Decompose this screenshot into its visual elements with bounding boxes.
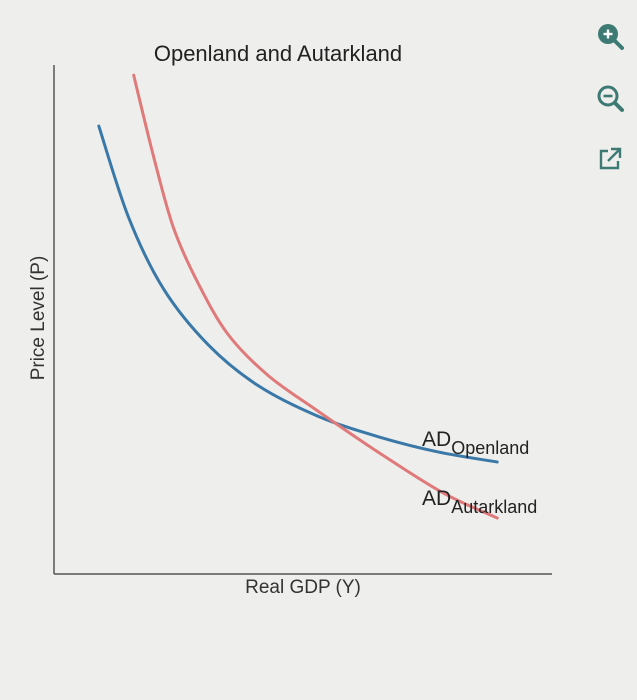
zoom-in-button[interactable] xyxy=(592,18,628,54)
ad-openland-curve xyxy=(97,124,499,464)
ad-autarkland-label: ADAutarkland xyxy=(422,487,537,517)
chart-title: Openland and Autarkland xyxy=(154,41,402,66)
ad-openland-label: ADOpenland xyxy=(422,428,529,458)
popout-button[interactable] xyxy=(592,141,628,177)
zoom-out-button[interactable] xyxy=(592,80,628,116)
ad-autarkland-label-subscript: Autarkland xyxy=(451,497,537,517)
ad-autarkland-curve xyxy=(132,73,499,520)
zoom-out-icon xyxy=(597,85,624,112)
external-link-icon xyxy=(599,147,622,170)
zoom-in-icon xyxy=(598,24,624,50)
ad-openland-label-main: AD xyxy=(422,428,451,451)
y-axis-label: Price Level (P) xyxy=(28,256,49,381)
x-axis-label: Real GDP (Y) xyxy=(245,577,361,598)
ad-openland-label-subscript: Openland xyxy=(451,438,529,458)
ad-autarkland-label-main: AD xyxy=(422,487,451,510)
